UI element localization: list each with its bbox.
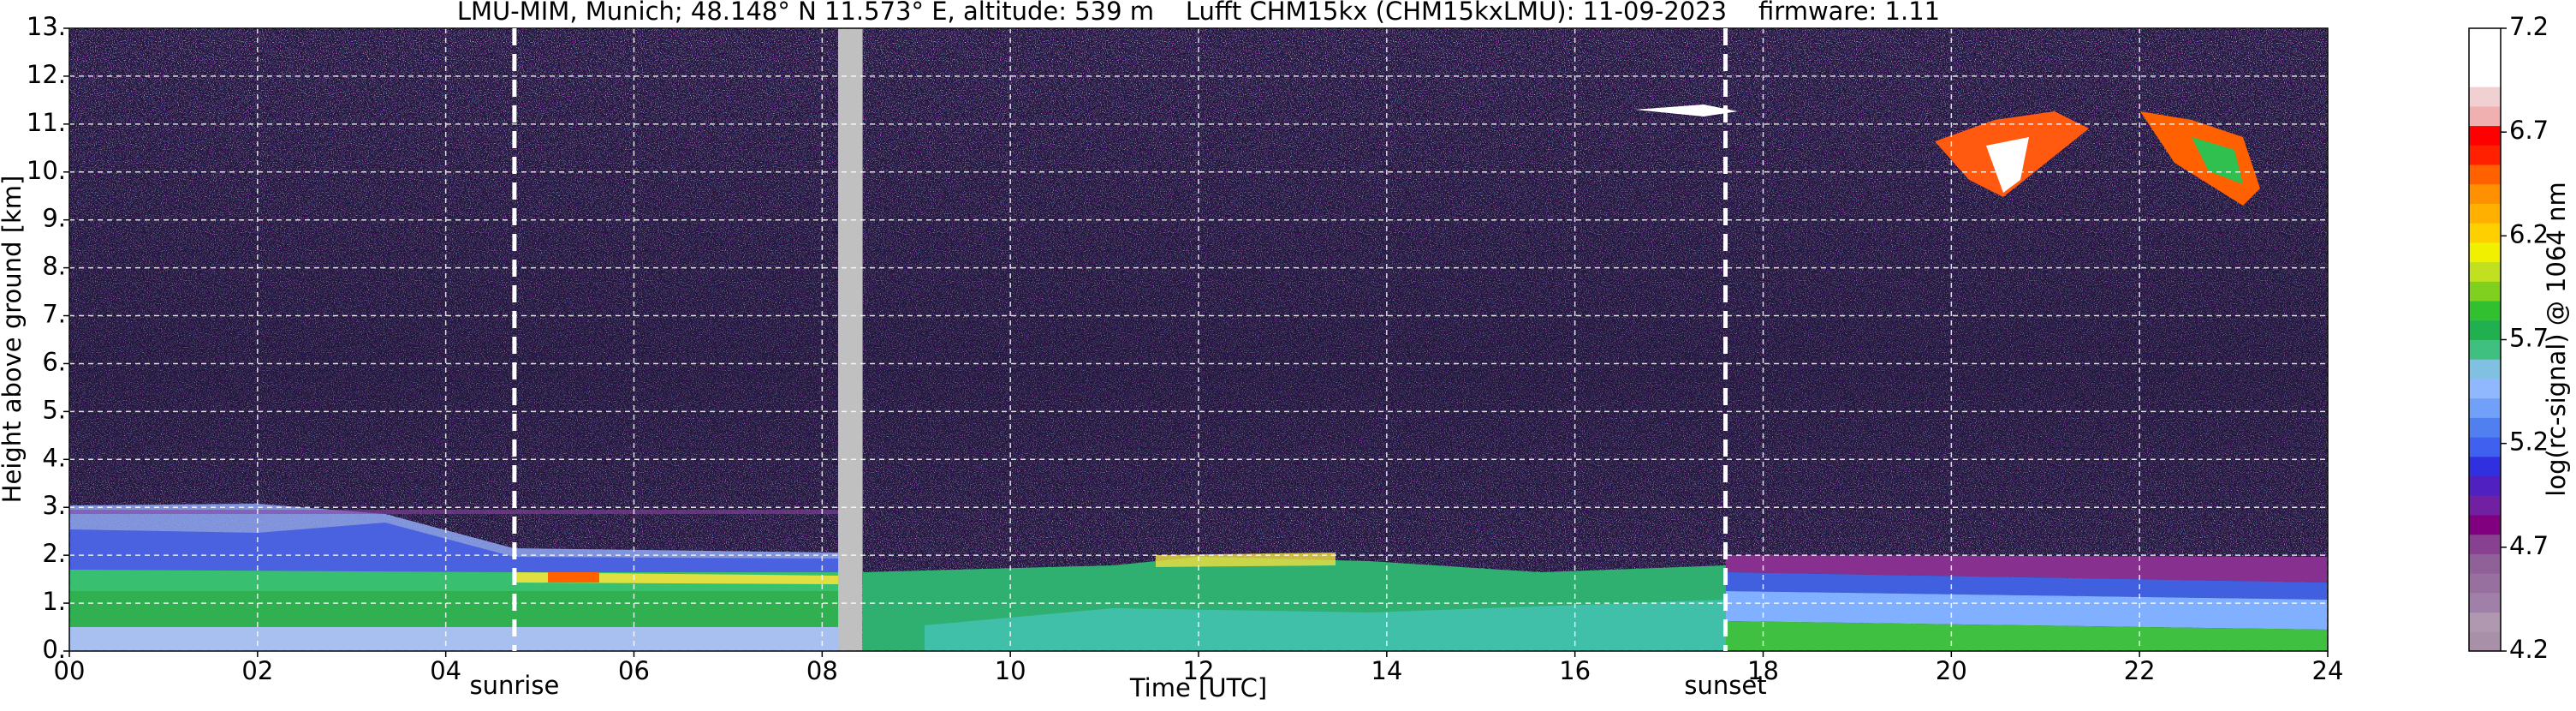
layer: [69, 510, 838, 514]
y-tick-label: 8.: [42, 252, 66, 281]
colorbar-tick-label: 5.7: [2509, 324, 2549, 353]
colorbar-segment: [2469, 223, 2501, 243]
colorbar-tick-label: 4.7: [2509, 531, 2549, 560]
layer: [69, 523, 838, 574]
colorbar-segment: [2469, 320, 2501, 340]
cloud: [2140, 111, 2260, 206]
colorbar-tick-label: 6.7: [2509, 116, 2549, 145]
colorbar-segment: [2469, 495, 2501, 516]
colorbar-segment: [2469, 28, 2501, 49]
colorbar-tick-label: 4.2: [2509, 635, 2549, 664]
colorbar-segment: [2469, 631, 2501, 652]
x-tick-label: 00: [54, 656, 86, 685]
colorbar-segment: [2469, 67, 2501, 87]
colorbar-segment: [2469, 534, 2501, 554]
layer: [1156, 553, 1336, 567]
colorbar-segment: [2469, 359, 2501, 379]
layer: [69, 591, 838, 627]
y-tick-label: 0.: [42, 635, 66, 664]
colorbar-segment: [2469, 456, 2501, 477]
cloud: [1986, 137, 2029, 193]
x-axis-label: Time [UTC]: [1129, 673, 1267, 702]
colorbar-segment: [2469, 514, 2501, 535]
colorbar-segment: [2469, 261, 2501, 282]
colorbar-segment: [2469, 87, 2501, 107]
x-tick-label: 18: [1747, 656, 1779, 685]
colorbar-tick-label: 6.2: [2509, 219, 2549, 248]
data-gap: [838, 28, 863, 651]
x-tick-label: 22: [2124, 656, 2156, 685]
colorbar-segment: [2469, 281, 2501, 302]
colorbar-segment: [2469, 475, 2501, 496]
colorbar-segment: [2469, 301, 2501, 321]
y-tick-label: 7.: [42, 300, 66, 329]
colorbar-segment: [2469, 105, 2501, 127]
y-tick-label: 6.: [42, 347, 66, 376]
y-tick-label: 11.: [27, 108, 66, 137]
grid: [68, 27, 2329, 652]
colorbar-segment: [2469, 242, 2501, 263]
annotation-label: sunrise: [469, 671, 559, 700]
y-axis-label: Height above ground [km]: [0, 176, 27, 504]
y-tick-label: 5.: [42, 395, 66, 424]
layer: [1726, 555, 2328, 583]
colorbar-segment: [2469, 612, 2501, 632]
colorbar-segment: [2469, 125, 2501, 146]
y-tick-label: 3.: [42, 491, 66, 520]
x-tick-label: 14: [1371, 656, 1402, 685]
colorbar-label: log(rc-signal) @ 1064 nm: [2542, 182, 2571, 496]
layer: [1726, 591, 2328, 630]
colorbar-segment: [2469, 145, 2501, 165]
x-tick-label: 12: [1183, 656, 1215, 685]
y-tick-label: 4.: [42, 443, 66, 472]
colorbar-segment: [2469, 573, 2501, 594]
x-tick-label: 06: [618, 656, 650, 685]
colorbar-segment: [2469, 437, 2501, 457]
colorbar-segment: [2469, 47, 2501, 68]
colorbar-segment: [2469, 339, 2501, 360]
x-tick-label: 24: [2312, 656, 2344, 685]
annotation-label: sunset: [1684, 671, 1766, 700]
x-tick-label: 04: [430, 656, 461, 685]
layer: [1726, 572, 2328, 600]
y-tick-label: 2.: [42, 539, 66, 568]
colorbar-tick-label: 7.2: [2509, 12, 2549, 41]
colorbar-segment: [2469, 203, 2501, 224]
chart-title: LMU-MIM, Munich; 48.148° N 11.573° E, al…: [457, 0, 1940, 26]
layer: [548, 572, 599, 583]
colorbar-segment: [2469, 164, 2501, 185]
y-tick-label: 1.: [42, 587, 66, 616]
colorbar-segment: [2469, 417, 2501, 438]
colorbar-segment: [2469, 378, 2501, 399]
x-tick-label: 08: [806, 656, 838, 685]
x-tick-label: 02: [241, 656, 273, 685]
layer: [1726, 621, 2328, 651]
cloud: [1635, 105, 1738, 117]
layer: [69, 627, 838, 651]
colorbar-segment: [2469, 592, 2501, 613]
layer: [925, 600, 1726, 651]
y-tick-label: 13.: [27, 12, 66, 41]
x-tick-label: 10: [995, 656, 1026, 685]
x-tick-label: 16: [1559, 656, 1591, 685]
colorbar-segment: [2469, 397, 2501, 418]
colorbar-segment: [2469, 183, 2501, 204]
colorbar-tick-label: 5.2: [2509, 427, 2549, 457]
colorbar-segment: [2469, 553, 2501, 574]
y-tick-label: 10.: [27, 156, 66, 185]
x-tick-label: 20: [1936, 656, 1967, 685]
y-tick-label: 12.: [27, 60, 66, 89]
y-tick-label: 9.: [42, 204, 66, 233]
